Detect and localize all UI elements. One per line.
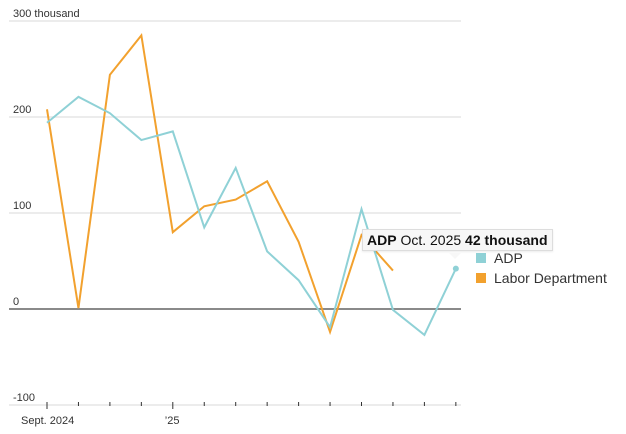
y-tick-label: 0 (13, 296, 19, 308)
data-tooltip: ADP Oct. 2025 42 thousand (362, 229, 553, 251)
tooltip-value: 42 thousand (465, 232, 548, 248)
legend-swatch-adp (476, 253, 486, 263)
x-tick-label: ’25 (165, 415, 180, 427)
legend-item-adp[interactable]: ADP (476, 248, 607, 268)
legend-label-adp: ADP (494, 250, 523, 266)
series-lines (46, 33, 459, 337)
y-tick-label: 100 (13, 200, 31, 212)
gridlines (9, 20, 461, 406)
x-axis: Sept. 2024 ’25 (21, 402, 457, 427)
legend-swatch-labor-department (476, 273, 486, 283)
legend-item-labor-department[interactable]: Labor Department (476, 268, 607, 288)
x-tick-label: Sept. 2024 (21, 415, 74, 427)
y-tick-label: 300 thousand (13, 8, 80, 20)
tooltip-period: Oct. 2025 (400, 232, 462, 248)
legend: ADP Labor Department (476, 248, 607, 288)
legend-label-labor-department: Labor Department (494, 270, 607, 286)
tooltip-arrow (449, 253, 461, 259)
series-line-labor-department[interactable] (46, 33, 394, 336)
y-tick-label: -100 (13, 392, 35, 404)
tooltip-series: ADP (367, 232, 397, 248)
highlight-point[interactable] (452, 265, 459, 272)
y-axis-labels: -100 0 100 200 300 thousand (13, 8, 80, 404)
y-tick-label: 200 (13, 104, 31, 116)
series-line-adp[interactable] (46, 95, 457, 337)
